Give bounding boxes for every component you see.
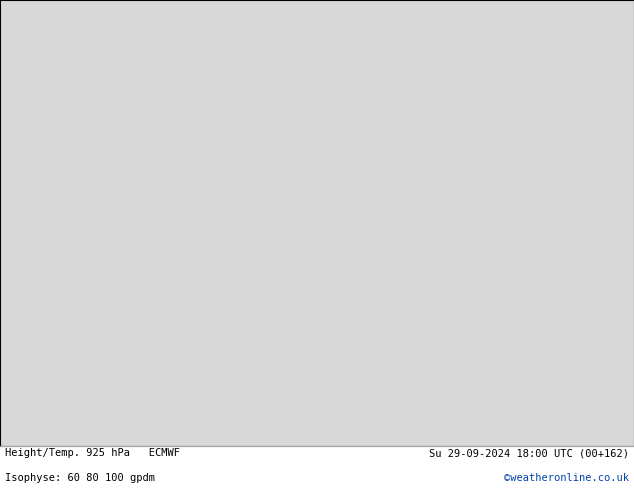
Text: Su 29-09-2024 18:00 UTC (00+162): Su 29-09-2024 18:00 UTC (00+162): [429, 448, 629, 458]
Text: Isophyse: 60 80 100 gpdm: Isophyse: 60 80 100 gpdm: [5, 473, 155, 483]
Text: Height/Temp. 925 hPa   ECMWF: Height/Temp. 925 hPa ECMWF: [5, 448, 180, 458]
Text: ©weatheronline.co.uk: ©weatheronline.co.uk: [504, 473, 629, 483]
